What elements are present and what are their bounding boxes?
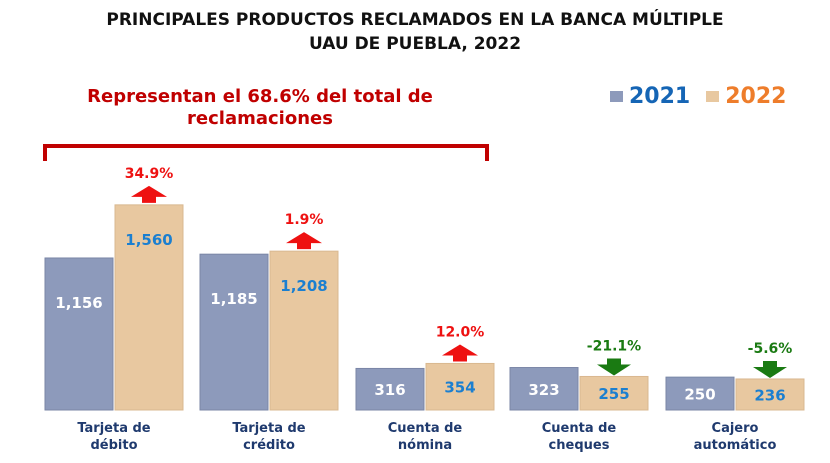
bracket <box>43 144 489 161</box>
bar-2021 <box>44 257 114 411</box>
change-label: 12.0% <box>436 324 485 340</box>
category-label: Tarjeta de <box>232 421 305 436</box>
bar-2021 <box>665 376 735 411</box>
data-label-2021: 316 <box>374 381 405 399</box>
note-line-2: reclamaciones <box>187 108 333 129</box>
bar-2021 <box>199 253 269 411</box>
arrow-up-icon <box>442 344 478 362</box>
legend-swatch-2022 <box>706 91 720 102</box>
change-label: -5.6% <box>748 341 793 357</box>
category-label: crédito <box>243 438 295 453</box>
arrow-up-icon <box>286 232 322 250</box>
legend-label-2021: 2021 <box>629 84 691 109</box>
bar-2022 <box>114 204 184 411</box>
category-label: Cuenta de <box>388 421 463 436</box>
bar-2021 <box>509 367 579 411</box>
data-label-2021: 250 <box>684 386 715 404</box>
annotation-note: Representan el 68.6% del total de reclam… <box>40 86 480 130</box>
note-line-1: Representan el 68.6% del total de <box>87 86 433 107</box>
category-label: Cuenta de <box>542 421 617 436</box>
category-label: Cajero <box>712 421 759 436</box>
data-label-2022: 1,208 <box>280 277 327 295</box>
bar-2022 <box>269 250 339 411</box>
bar-2021 <box>355 367 425 411</box>
category-label: automático <box>694 438 777 453</box>
category-label: Tarjeta de <box>77 421 150 436</box>
bar-2022 <box>579 375 649 411</box>
data-label-2022: 255 <box>598 385 629 403</box>
bar-2022 <box>735 378 805 411</box>
arrow-down-icon <box>753 360 787 378</box>
category-label: nómina <box>398 438 452 453</box>
data-label-2022: 354 <box>444 379 475 397</box>
data-label-2021: 1,156 <box>55 294 102 312</box>
category-label: débito <box>90 438 137 453</box>
change-label: -21.1% <box>587 338 641 354</box>
arrow-up-icon <box>131 185 167 203</box>
legend-label-2022: 2022 <box>725 84 787 109</box>
legend: 2021 2022 <box>610 84 786 109</box>
title-line-2: UAU DE PUEBLA, 2022 <box>308 34 522 54</box>
title-line-1: PRINCIPALES PRODUCTOS RECLAMADOS EN LA B… <box>106 10 724 30</box>
change-label: 1.9% <box>285 212 324 228</box>
arrow-down-icon <box>597 358 631 376</box>
chart-title: PRINCIPALES PRODUCTOS RECLAMADOS EN LA B… <box>0 8 830 56</box>
category-label: cheques <box>549 438 610 453</box>
data-label-2021: 1,185 <box>210 290 257 308</box>
legend-swatch-2021 <box>610 91 623 102</box>
data-label-2021: 323 <box>528 381 559 399</box>
change-label: 34.9% <box>125 166 174 182</box>
data-label-2022: 1,560 <box>125 231 172 249</box>
data-label-2022: 236 <box>754 386 785 404</box>
bar-2022 <box>425 362 495 411</box>
